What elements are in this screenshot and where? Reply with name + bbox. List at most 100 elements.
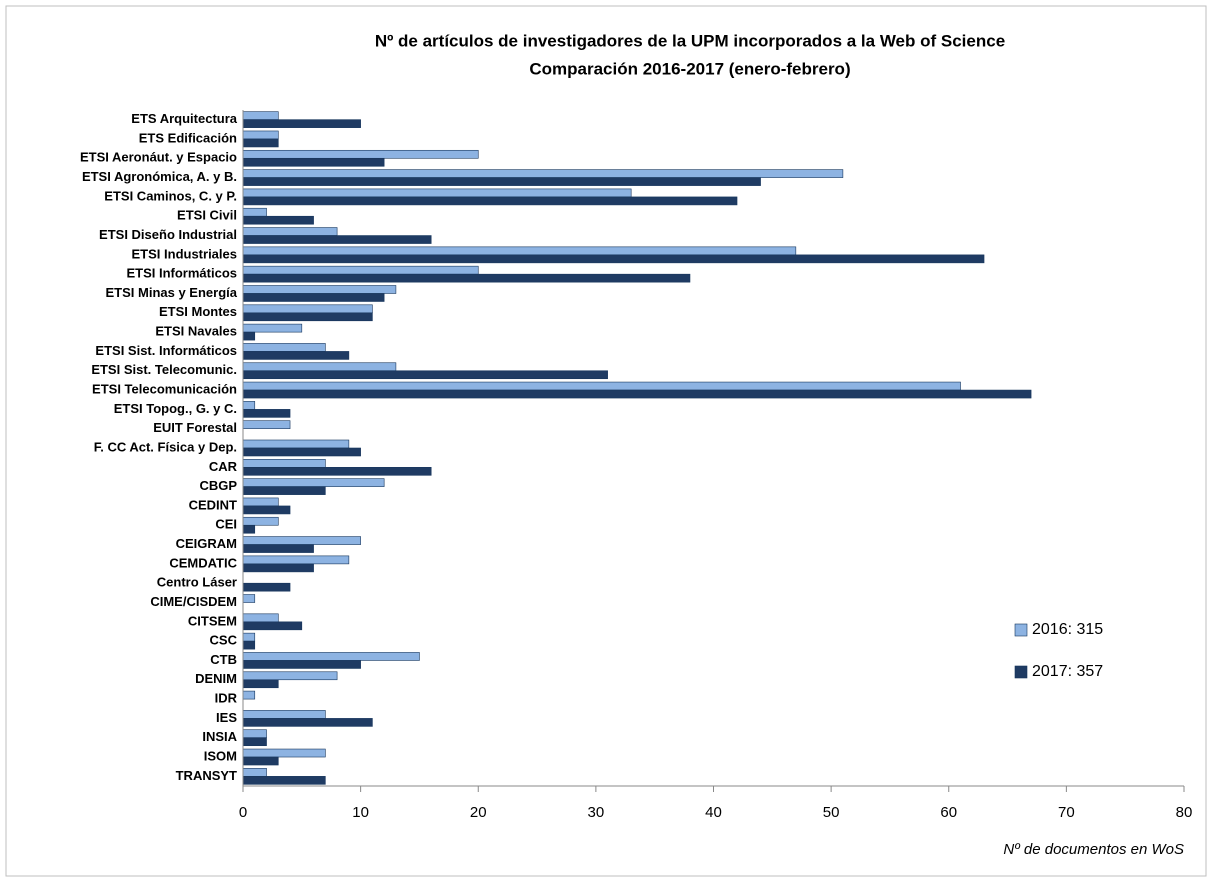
bar — [242, 748, 326, 758]
y-tick-label: ETSI Navales — [155, 324, 237, 339]
y-tick-label: ETSI Telecomunicación — [92, 381, 237, 396]
bar — [242, 737, 267, 747]
bar — [242, 478, 385, 487]
chart-title: Nº de artículos de investigadores de la … — [375, 31, 1005, 50]
bar — [242, 768, 267, 777]
bar — [242, 409, 291, 418]
bar — [242, 447, 361, 457]
bar — [242, 690, 256, 700]
bar — [242, 254, 985, 264]
bar — [242, 273, 691, 283]
bar — [242, 613, 279, 623]
bar — [242, 293, 385, 302]
y-tick-label: IES — [216, 710, 237, 725]
bar — [242, 555, 350, 565]
y-tick-label: DENIM — [195, 671, 237, 686]
bar — [242, 323, 303, 333]
bar — [242, 401, 256, 410]
y-tick-label: ETSI Topog., G. y C. — [114, 401, 237, 416]
bar — [242, 671, 338, 681]
y-tick-label: ETSI Sist. Informáticos — [95, 343, 237, 358]
x-tick-label: 10 — [352, 804, 369, 821]
bar — [242, 652, 420, 661]
bar — [242, 351, 350, 360]
bar — [242, 660, 361, 669]
bar — [242, 138, 279, 148]
bar — [242, 516, 279, 526]
bar — [242, 207, 267, 217]
x-tick-label: 30 — [588, 804, 605, 821]
y-tick-label: ETSI Informáticos — [126, 266, 237, 281]
bar — [242, 524, 256, 534]
y-tick-label: CEI — [215, 517, 237, 532]
bar — [242, 621, 303, 631]
bar — [242, 304, 373, 314]
bar — [242, 149, 479, 159]
bar — [242, 157, 385, 167]
x-tick-label: 50 — [823, 804, 840, 821]
y-tick-label: ISOM — [204, 748, 237, 763]
y-tick-label: ETS Arquitectura — [131, 111, 237, 126]
chart-frame — [5, 5, 1207, 877]
bar — [242, 215, 314, 225]
bar — [242, 227, 338, 236]
bar — [242, 188, 632, 198]
bar — [242, 420, 291, 429]
bar — [242, 285, 397, 294]
x-tick-label: 0 — [239, 804, 247, 821]
x-tick-label: 40 — [705, 804, 722, 821]
bar — [242, 370, 608, 380]
legend-label: 2016: 315 — [1032, 621, 1103, 638]
y-tick-label: ETSI Diseño Industrial — [99, 227, 237, 242]
x-tick-label: 60 — [940, 804, 957, 821]
legend-swatch — [1014, 665, 1028, 679]
bar — [242, 389, 1032, 399]
bar — [242, 497, 279, 507]
y-tick-label: IDR — [215, 691, 238, 706]
bar — [242, 594, 256, 603]
y-tick-label: CITSEM — [188, 613, 237, 628]
bar — [242, 196, 738, 206]
bar — [242, 536, 361, 545]
bar — [242, 632, 256, 642]
y-tick-label: CSC — [210, 633, 238, 648]
bar — [242, 177, 761, 186]
bar — [242, 776, 326, 785]
y-tick-label: ETSI Sist. Telecomunic. — [91, 362, 237, 377]
bar — [242, 486, 326, 495]
bar — [242, 439, 350, 449]
bar — [242, 582, 291, 592]
bar — [242, 130, 279, 140]
y-tick-label: CIME/CISDEM — [150, 594, 237, 609]
bar — [242, 119, 361, 128]
legend-swatch — [1014, 623, 1028, 637]
y-tick-label: CBGP — [199, 478, 237, 493]
bar — [242, 718, 373, 727]
bar — [242, 563, 314, 573]
bar — [242, 679, 279, 689]
y-tick-label: ETSI Montes — [159, 304, 237, 319]
bar — [242, 169, 844, 178]
legend-label: 2017: 357 — [1032, 663, 1103, 680]
bar — [242, 544, 314, 553]
bar — [242, 710, 326, 719]
y-tick-label: TRANSYT — [176, 768, 237, 783]
y-tick-label: Centro Láser — [157, 575, 237, 590]
y-tick-label: ETSI Caminos, C. y P. — [104, 188, 237, 203]
bar — [242, 312, 373, 322]
bar — [242, 729, 267, 739]
y-tick-label: F. CC Act. Física y Dep. — [94, 439, 237, 454]
bar — [242, 343, 326, 352]
y-tick-label: ETSI Aeronáut. y Espacio — [80, 150, 237, 165]
y-tick-label: ETSI Industriales — [132, 246, 237, 261]
y-tick-label: EUIT Forestal — [153, 420, 237, 435]
y-tick-label: ETSI Minas y Energía — [106, 285, 238, 300]
bar — [242, 459, 326, 468]
bar — [242, 331, 256, 341]
y-tick-label: CTB — [210, 652, 237, 667]
y-tick-label: CAR — [209, 459, 238, 474]
y-tick-label: ETSI Agronómica, A. y B. — [82, 169, 237, 184]
y-tick-label: CEMDATIC — [169, 555, 237, 570]
bar — [242, 756, 279, 766]
